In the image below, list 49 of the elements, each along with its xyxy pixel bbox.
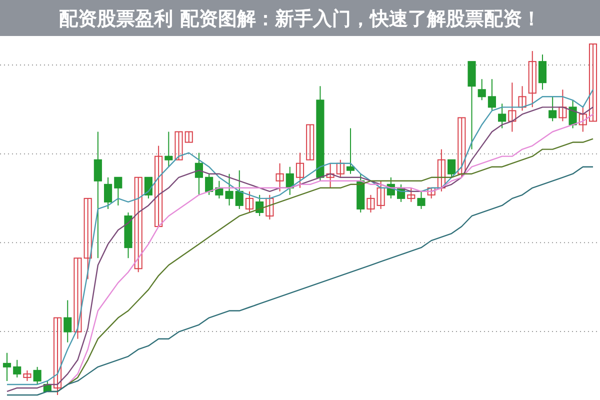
candlestick xyxy=(225,173,234,206)
candlestick xyxy=(528,50,536,108)
candlestick xyxy=(376,180,385,210)
candlestick xyxy=(488,78,496,112)
candlestick xyxy=(2,352,12,382)
candlestick xyxy=(184,131,193,143)
candlestick xyxy=(64,300,72,343)
chart-title: 配资股票盈利 配资图解：新手入门，快速了解股票配资！ xyxy=(59,8,541,30)
candlestick xyxy=(144,176,152,199)
candlestick xyxy=(558,89,567,122)
candlestick xyxy=(23,370,32,382)
candlestick xyxy=(74,258,82,340)
candlestick xyxy=(427,187,436,199)
candlestick xyxy=(84,198,92,280)
candlestick xyxy=(164,131,173,168)
candlestick xyxy=(205,173,214,196)
candlestick xyxy=(508,82,516,132)
candlestick xyxy=(578,106,587,132)
candlestick xyxy=(235,170,244,210)
candlestick xyxy=(306,124,314,160)
candlestick xyxy=(458,117,466,178)
candlestick xyxy=(518,86,526,112)
candlestick xyxy=(154,145,163,228)
candlestick xyxy=(276,162,284,192)
candlestick xyxy=(407,187,416,202)
candlestick xyxy=(498,103,506,129)
candlestick xyxy=(114,176,122,206)
candlestick xyxy=(134,176,142,273)
candlestick xyxy=(104,176,112,210)
candlestick xyxy=(336,159,344,178)
candlestick xyxy=(548,96,557,122)
candlestick xyxy=(588,44,598,122)
candlestick xyxy=(538,54,547,90)
candlestick xyxy=(366,194,375,213)
candlestick xyxy=(53,317,62,396)
candlestick xyxy=(448,159,456,178)
candlestick xyxy=(174,131,183,160)
candlestick xyxy=(417,190,426,210)
candlestick xyxy=(266,194,274,220)
candlestick xyxy=(346,128,355,174)
candlestick xyxy=(194,152,203,196)
candlestick xyxy=(13,359,22,378)
candlestick xyxy=(326,162,334,188)
candlestick xyxy=(478,78,486,101)
candlestick xyxy=(33,366,42,385)
candlestick xyxy=(245,190,254,213)
candlestick xyxy=(296,152,304,188)
candlestick xyxy=(437,148,446,192)
candlestick xyxy=(94,131,102,259)
